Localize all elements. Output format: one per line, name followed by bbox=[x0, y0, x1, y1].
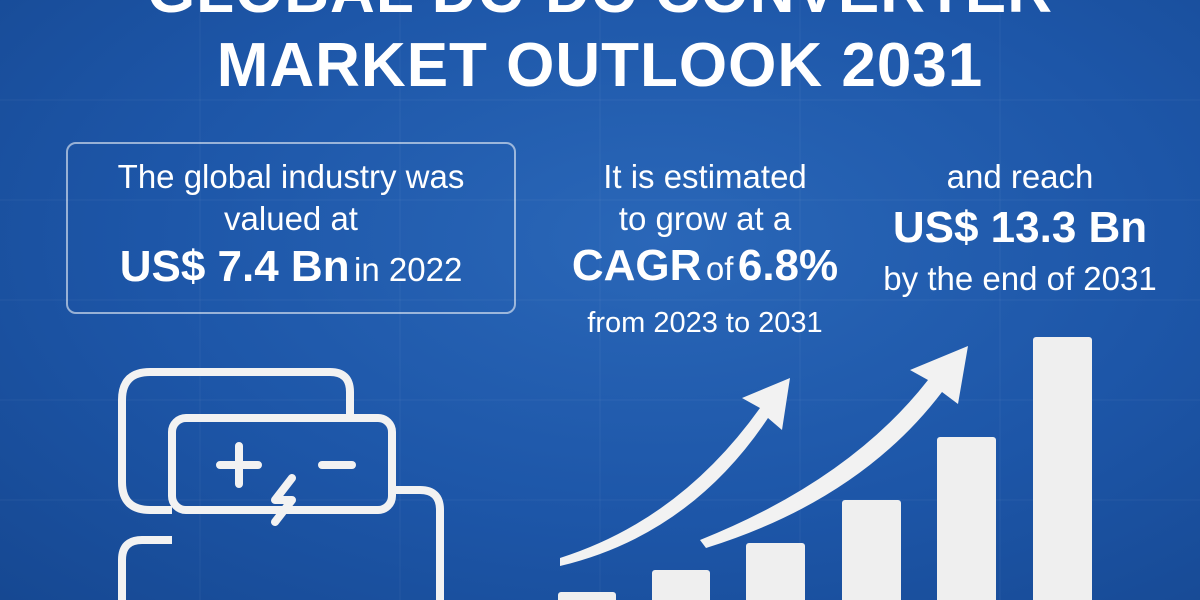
panel-text: The global industry was bbox=[117, 158, 465, 195]
panel-2031: and reach US$ 13.3 Bn by the end of 2031 bbox=[860, 156, 1180, 300]
figure: US$ 7.4 Bn bbox=[119, 242, 350, 291]
panel-cagr: It is estimated to grow at a CAGR of 6.8… bbox=[540, 156, 870, 344]
cagr-line: CAGR of 6.8% bbox=[540, 240, 870, 302]
cagr-label: CAGR bbox=[571, 241, 702, 290]
panel-text: and reach bbox=[946, 158, 1094, 195]
title-line: GLOBAL DC-DC CONVERTER bbox=[0, 0, 1200, 27]
cagr-value: 6.8% bbox=[737, 241, 839, 290]
period: from 2023 to 2031 bbox=[587, 307, 823, 339]
title-line: MARKET OUTLOOK 2031 bbox=[216, 31, 984, 100]
figure-suffix: by the end of 2031 bbox=[883, 260, 1157, 297]
figure-suffix: in 2022 bbox=[354, 251, 463, 288]
panel-text: It is estimated bbox=[603, 158, 807, 195]
value-box bbox=[66, 142, 516, 314]
figure: US$ 13.3 Bn bbox=[892, 203, 1148, 252]
panel-text: valued at bbox=[224, 200, 358, 237]
panel-text: to grow at a bbox=[618, 200, 792, 237]
figure-line: US$ 7.4 Bn in 2022 bbox=[66, 242, 516, 292]
converter-icon bbox=[118, 368, 444, 600]
growth-arrows bbox=[560, 346, 968, 566]
cagr-of: of bbox=[705, 250, 734, 287]
panel-2022: The global industry was valued at US$ 7.… bbox=[66, 156, 516, 292]
growth-bars bbox=[558, 337, 1092, 600]
